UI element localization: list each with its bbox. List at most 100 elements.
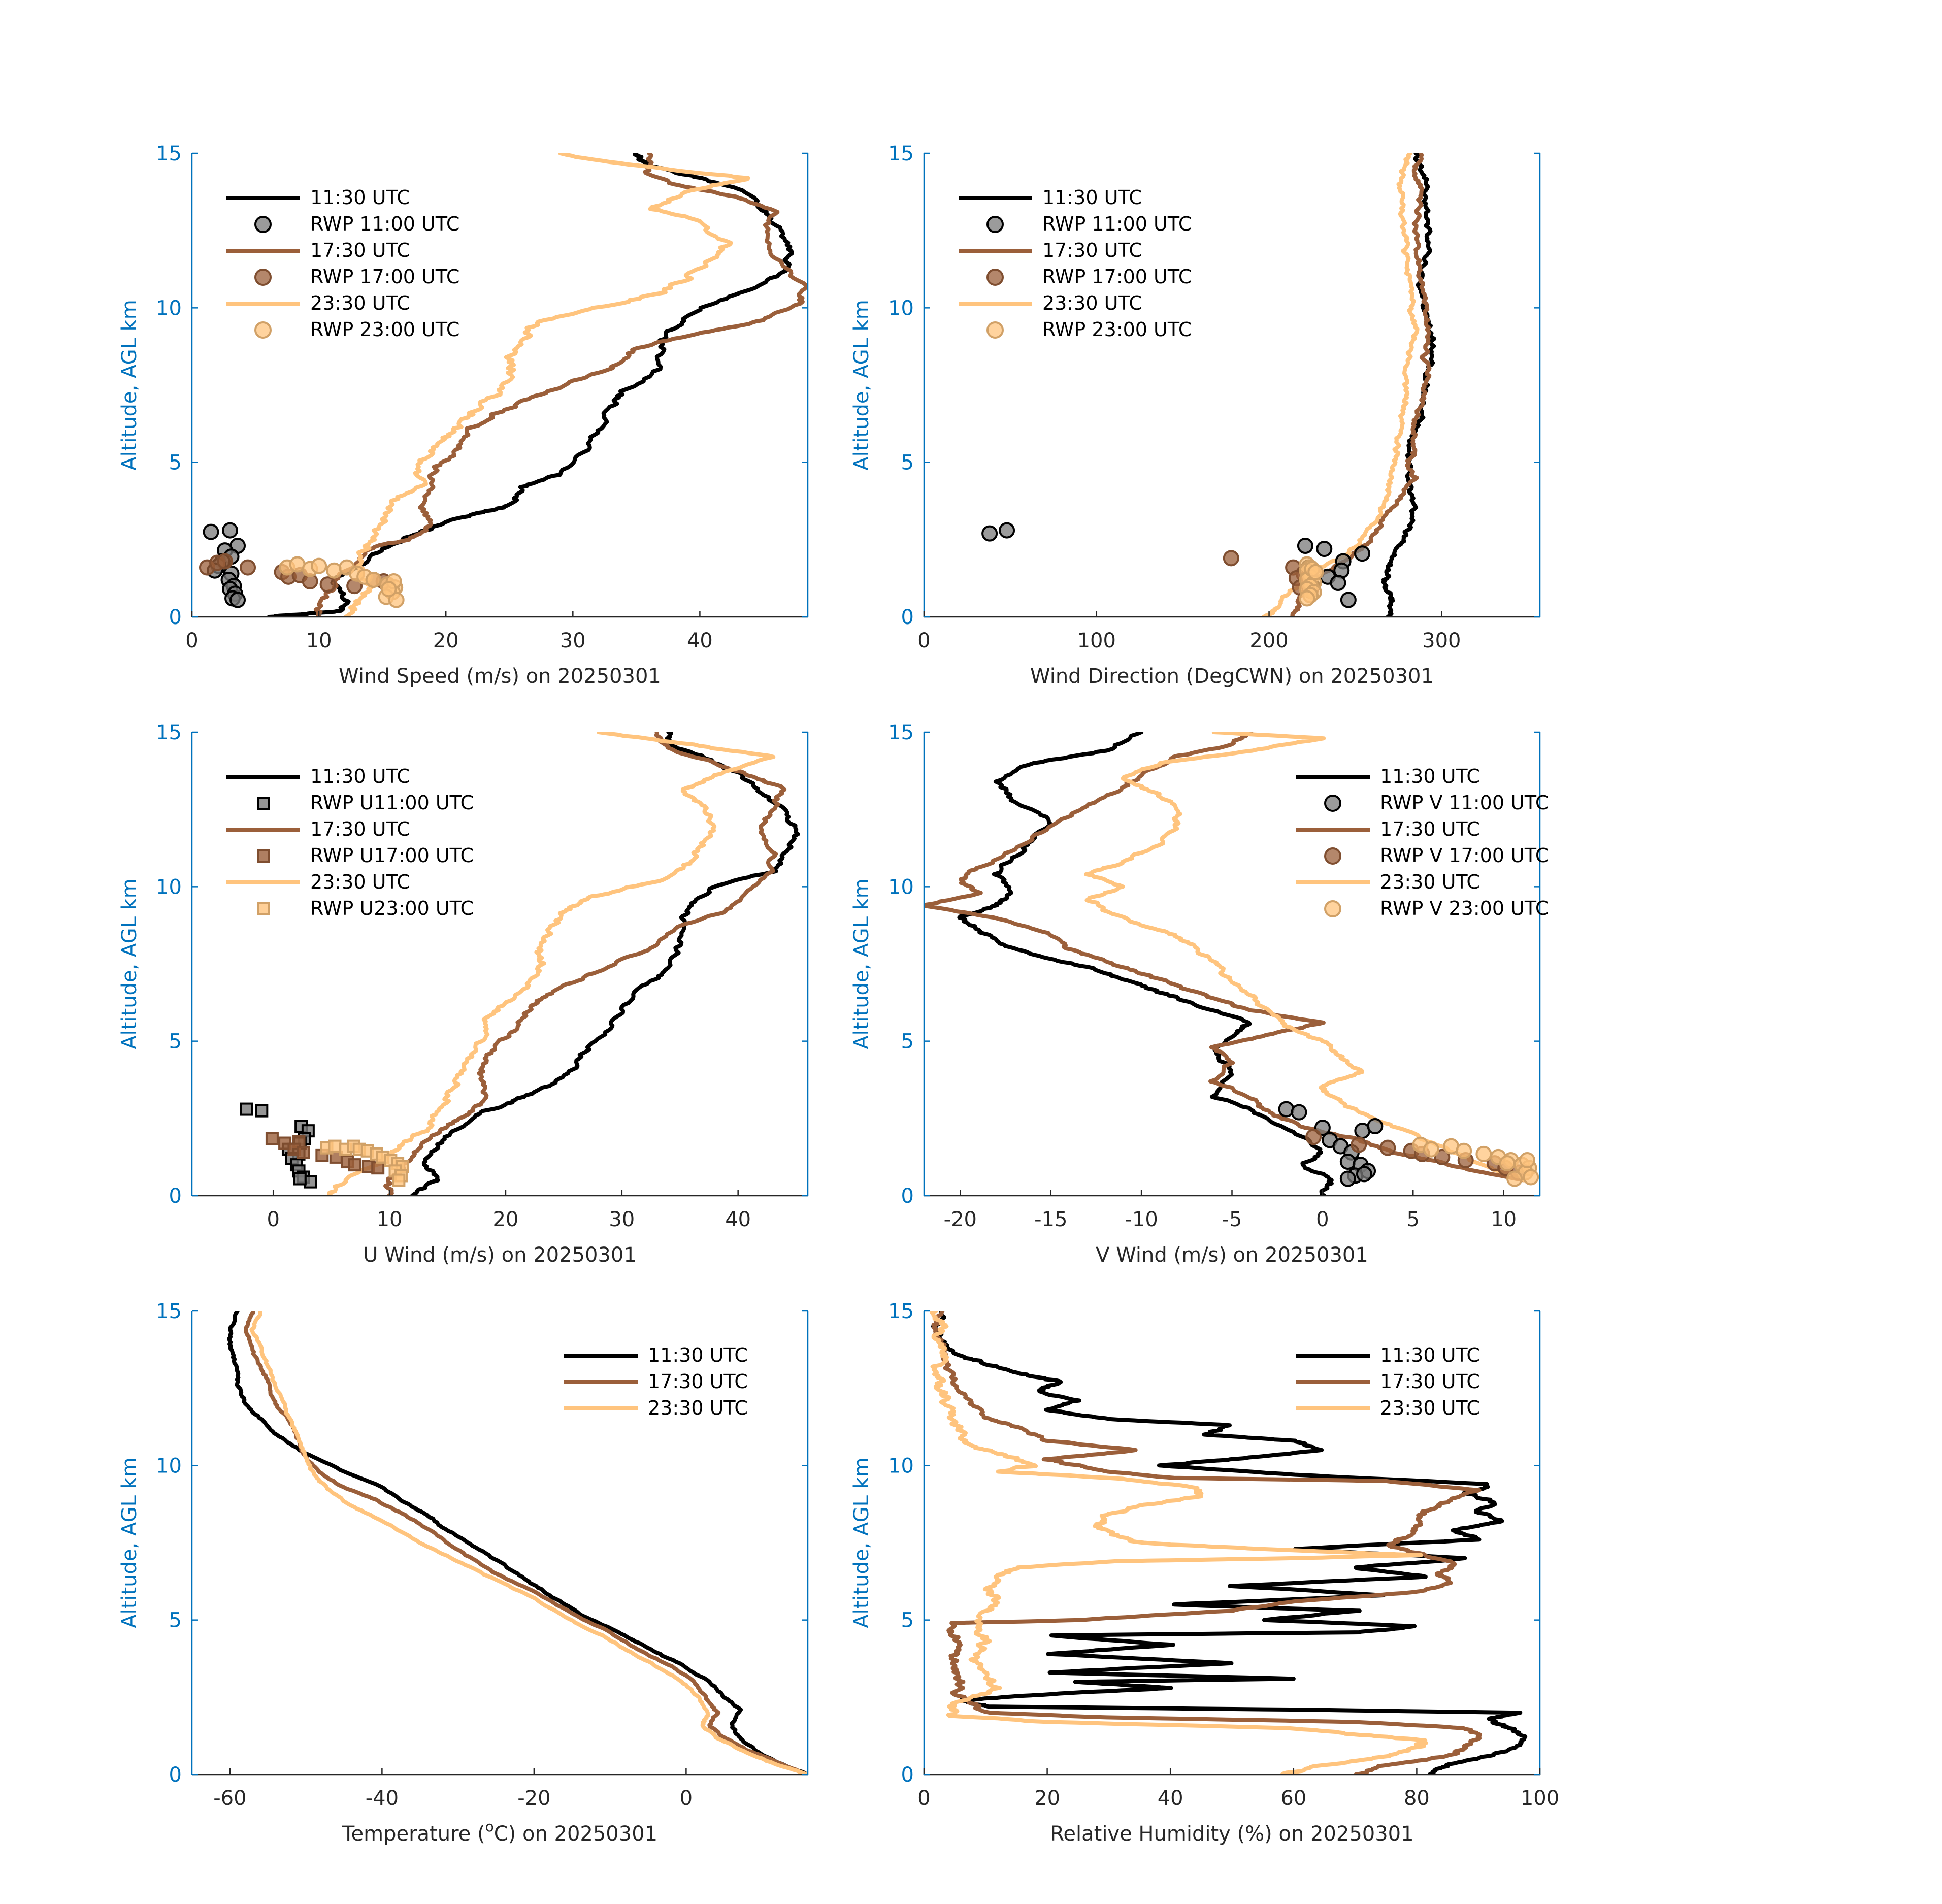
x-axis-label-suffix: C) on 20250301	[494, 1822, 657, 1846]
y-tick-label: 5	[901, 1030, 914, 1054]
x-tick-label: 40	[687, 629, 713, 652]
legend-item: 23:30 UTC	[226, 292, 410, 314]
legend-item: 17:30 UTC	[959, 239, 1142, 261]
legend-label: 23:30 UTC	[648, 1397, 748, 1419]
legend-item: 17:30 UTC	[564, 1370, 748, 1393]
x-tick-label: 20	[433, 629, 459, 652]
rwp-circle-point	[1434, 1148, 1451, 1165]
legend: 11:30 UTC RWP 11:00 UTC 17:30 UTC RWP 17:00…	[959, 186, 1192, 341]
legend: 11:30 UTC RWP U11:00 UTC 17:30 UTC RWP U17:…	[226, 765, 474, 920]
x-tick-label: -40	[366, 1787, 399, 1810]
y-tick-label: 15	[888, 142, 914, 166]
y-tick-label: 0	[169, 606, 182, 629]
legend-label: RWP V 11:00 UTC	[1380, 792, 1549, 814]
series-line-1730UTC	[244, 1311, 808, 1775]
plot-area	[981, 153, 1436, 617]
x-tick-label: 0	[1316, 1208, 1329, 1231]
series-line-1730UTC	[931, 1311, 1482, 1775]
y-axis-label: Altitude, AGL km	[118, 300, 141, 471]
legend-circle-swatch	[254, 269, 272, 286]
plot-area	[199, 153, 808, 617]
legend-item: RWP U11:00 UTC	[257, 792, 474, 814]
legend: 11:30 UTC RWP V 11:00 UTC 17:30 UTC RWP V 1…	[1296, 765, 1549, 920]
x-tick-label: -5	[1222, 1208, 1242, 1231]
series-line-1130UTC	[227, 1311, 808, 1775]
x-tick-label: 10	[1491, 1208, 1517, 1231]
rwp-circle-point	[311, 557, 327, 574]
scatter-rwp-23-00-utc	[279, 556, 405, 608]
legend-item: RWP 23:00 UTC	[254, 318, 459, 341]
legend-circle-swatch	[1324, 900, 1341, 917]
chart-wspd: 0 10 20 30 40 0 5 10 15 Wind Speed (m/s) on 20250…	[118, 142, 809, 688]
legend-label: 17:30 UTC	[310, 239, 410, 261]
y-tick-label: 0	[169, 1185, 182, 1208]
chart-temp: -60 -40 -20 0 0 5 10 15 Temperature (oC) on 2025…	[118, 1300, 809, 1846]
legend-item: RWP U23:00 UTC	[257, 897, 474, 920]
y-tick-label: 15	[156, 721, 182, 744]
legend-label: 11:30 UTC	[1042, 186, 1142, 209]
legend: 11:30 UTC 17:30 UTC 23:30 UTC	[1296, 1344, 1480, 1419]
legend-item: RWP 11:00 UTC	[986, 213, 1192, 235]
legend-label: 17:30 UTC	[648, 1370, 748, 1393]
legend-circle-swatch	[254, 216, 272, 233]
y-tick-label: 10	[156, 1454, 182, 1478]
x-tick-label: 0	[917, 1787, 930, 1810]
x-tick-label: 0	[267, 1208, 279, 1231]
legend-item: RWP V 17:00 UTC	[1324, 844, 1549, 867]
x-tick-label: 100	[1521, 1787, 1559, 1810]
rwp-circle-point	[1456, 1142, 1472, 1159]
x-tick-label: -60	[213, 1787, 246, 1810]
x-axis-label: Temperature (oC) on 20250301	[342, 1818, 657, 1846]
series-line-1130UTC	[957, 732, 1334, 1196]
legend-square-swatch	[257, 849, 270, 863]
y-tick-label: 10	[156, 875, 182, 899]
rwp-circle-point	[1519, 1152, 1536, 1169]
legend-label: 11:30 UTC	[648, 1344, 748, 1366]
x-axis-label: Wind Direction (DegCWN) on 20250301	[1030, 665, 1434, 688]
x-tick-label: 100	[1077, 629, 1116, 652]
y-tick-label: 15	[888, 721, 914, 744]
y-tick-label: 0	[169, 1763, 182, 1787]
series-line-2330UTC	[343, 153, 750, 617]
legend-label: 23:30 UTC	[1042, 292, 1142, 314]
rwp-square-point	[255, 1104, 269, 1118]
y-tick-label: 15	[888, 1300, 914, 1323]
legend-label: RWP 23:00 UTC	[310, 318, 459, 341]
series-line-1130UTC	[931, 1311, 1528, 1775]
legend-circle-swatch	[986, 269, 1004, 286]
rwp-square-point	[297, 1145, 310, 1159]
rwp-circle-point	[217, 553, 234, 570]
scatter-rwp-v-11-00-utc	[1278, 1101, 1384, 1187]
legend: 11:30 UTC RWP 11:00 UTC 17:30 UTC RWP 17:00…	[226, 186, 459, 341]
y-axis-label: Altitude, AGL km	[850, 878, 873, 1049]
scatter-rwp-v-23-00-utc	[1412, 1136, 1539, 1187]
rwp-circle-point	[1340, 592, 1357, 608]
x-axis-label: Wind Speed (m/s) on 20250301	[339, 665, 661, 688]
series-line-1130UTC	[410, 732, 800, 1196]
legend-item: RWP 17:00 UTC	[254, 266, 459, 288]
rwp-square-point	[348, 1158, 361, 1172]
rwp-circle-point	[1356, 1166, 1372, 1183]
x-tick-label: 5	[1407, 1208, 1420, 1231]
legend-item: 17:30 UTC	[226, 239, 410, 261]
y-tick-label: 15	[156, 142, 182, 166]
x-tick-label: 0	[917, 629, 930, 652]
rwp-square-point	[371, 1161, 385, 1175]
legend-label: 17:30 UTC	[1042, 239, 1142, 261]
x-tick-label: 40	[725, 1208, 751, 1231]
legend-label: 11:30 UTC	[310, 186, 410, 209]
rwp-square-point	[392, 1173, 406, 1187]
legend-label: RWP V 23:00 UTC	[1380, 897, 1549, 920]
y-tick-label: 10	[888, 875, 914, 899]
y-tick-label: 5	[169, 1609, 182, 1632]
legend-square-swatch	[257, 797, 270, 810]
rwp-square-point	[293, 1172, 307, 1186]
series-line-2330UTC	[1261, 153, 1420, 617]
legend-label: RWP 17:00 UTC	[310, 266, 459, 288]
legend-item: 17:30 UTC	[1296, 1370, 1480, 1393]
legend-item: RWP V 11:00 UTC	[1324, 792, 1549, 814]
legend-circle-swatch	[1324, 795, 1341, 812]
x-tick-label: 20	[492, 1208, 518, 1231]
rwp-circle-point	[388, 592, 405, 608]
rwp-circle-point	[1475, 1145, 1492, 1162]
